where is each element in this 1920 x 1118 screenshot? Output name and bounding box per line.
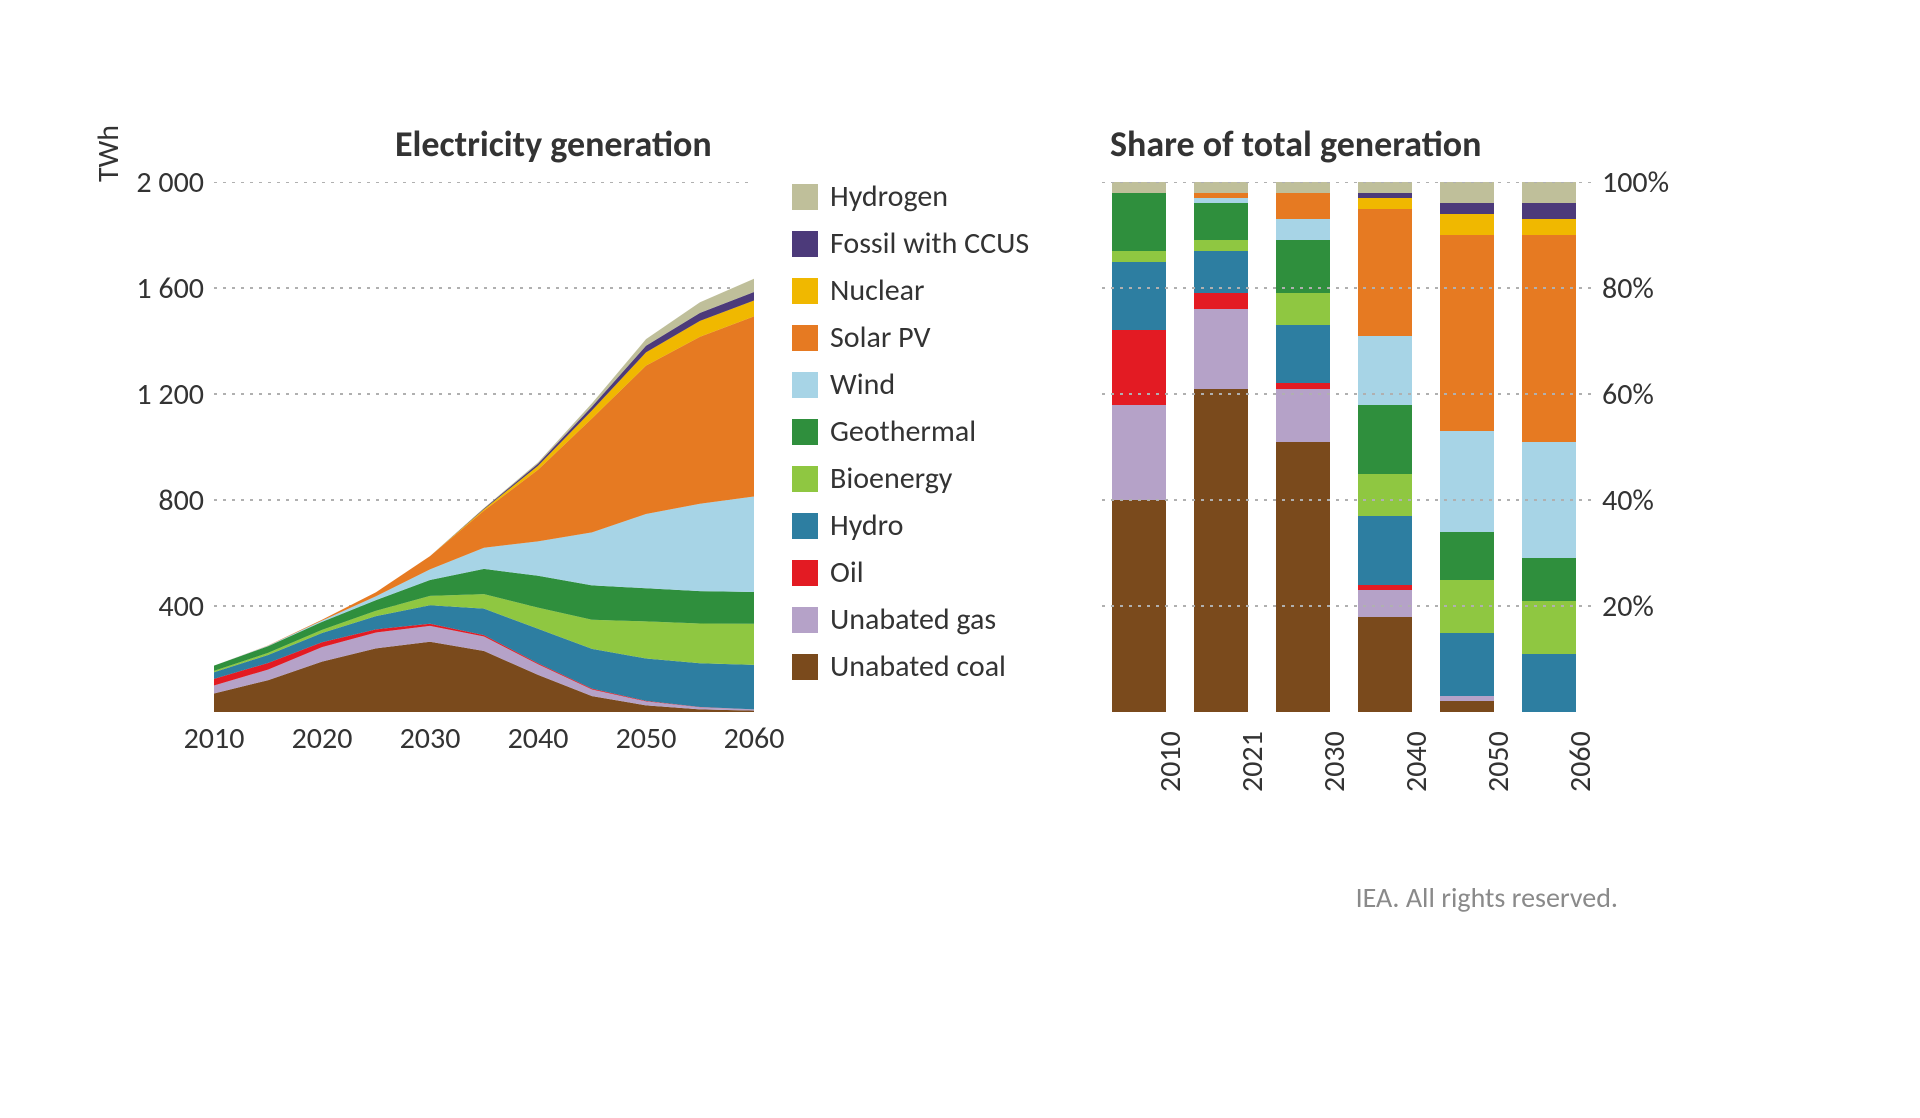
legend-label: Hydro bbox=[830, 507, 903, 544]
bar-x-label: 2010 bbox=[1152, 731, 1189, 792]
bar-x-label: 2050 bbox=[1480, 731, 1517, 792]
figure-canvas: Electricity generation TWh 4008001 2001 … bbox=[0, 0, 1920, 1118]
legend-label: Fossil with CCUS bbox=[830, 225, 1029, 262]
legend-item-solar_pv: Solar PV bbox=[792, 319, 1029, 356]
legend-item-unabated_gas: Unabated gas bbox=[792, 601, 1029, 638]
area-x-tick: 2030 bbox=[390, 720, 470, 757]
legend-item-bioenergy: Bioenergy bbox=[792, 460, 1029, 497]
area-y-tick: 1 200 bbox=[114, 376, 204, 413]
legend-swatch bbox=[792, 419, 818, 445]
legend-item-geothermal: Geothermal bbox=[792, 413, 1029, 450]
bar-chart-title: Share of total generation bbox=[1110, 122, 1481, 166]
legend-swatch bbox=[792, 513, 818, 539]
bar-x-label: 2060 bbox=[1562, 731, 1599, 792]
legend-item-nuclear: Nuclear bbox=[792, 272, 1029, 309]
legend-swatch bbox=[792, 372, 818, 398]
legend-item-unabated_coal: Unabated coal bbox=[792, 648, 1029, 685]
legend-item-wind: Wind bbox=[792, 366, 1029, 403]
area-y-tick: 1 600 bbox=[114, 270, 204, 307]
legend-label: Unabated gas bbox=[830, 601, 996, 638]
area-chart bbox=[214, 182, 754, 712]
legend-swatch bbox=[792, 654, 818, 680]
legend-label: Wind bbox=[830, 366, 895, 403]
legend-label: Unabated coal bbox=[830, 648, 1006, 685]
legend-item-fossil_ccus: Fossil with CCUS bbox=[792, 225, 1029, 262]
bar-y-tick: 40% bbox=[1602, 482, 1692, 519]
area-x-tick: 2010 bbox=[174, 720, 254, 757]
area-x-tick: 2040 bbox=[498, 720, 578, 757]
area-y-tick: 2 000 bbox=[114, 164, 204, 201]
bar-y-tick: 20% bbox=[1602, 588, 1692, 625]
area-y-tick: 800 bbox=[114, 482, 204, 519]
legend-swatch bbox=[792, 184, 818, 210]
bar-y-tick: 100% bbox=[1602, 164, 1692, 201]
legend-swatch bbox=[792, 607, 818, 633]
bar-x-label: 2030 bbox=[1316, 731, 1353, 792]
bar-y-tick: 80% bbox=[1602, 270, 1692, 307]
legend-label: Oil bbox=[830, 554, 864, 591]
bar-y-tick: 60% bbox=[1602, 376, 1692, 413]
copyright-note: IEA. All rights reserved. bbox=[1356, 880, 1618, 915]
bar-x-label: 2021 bbox=[1234, 731, 1271, 792]
bar-chart-grid bbox=[1102, 182, 1596, 712]
legend-label: Hydrogen bbox=[830, 178, 948, 215]
legend-swatch bbox=[792, 466, 818, 492]
legend-label: Bioenergy bbox=[830, 460, 952, 497]
area-x-tick: 2050 bbox=[606, 720, 686, 757]
area-x-tick: 2060 bbox=[714, 720, 794, 757]
area-x-tick: 2020 bbox=[282, 720, 362, 757]
legend-label: Geothermal bbox=[830, 413, 976, 450]
legend-swatch bbox=[792, 231, 818, 257]
legend-label: Nuclear bbox=[830, 272, 924, 309]
legend-label: Solar PV bbox=[830, 319, 930, 356]
legend: Hydrogen Fossil with CCUS Nuclear Solar PV W… bbox=[792, 178, 1029, 695]
bar-x-label: 2040 bbox=[1398, 731, 1435, 792]
legend-item-oil: Oil bbox=[792, 554, 1029, 591]
legend-swatch bbox=[792, 278, 818, 304]
legend-item-hydro: Hydro bbox=[792, 507, 1029, 544]
area-chart-title: Electricity generation bbox=[395, 122, 712, 166]
legend-swatch bbox=[792, 325, 818, 351]
area-y-tick: 400 bbox=[114, 588, 204, 625]
legend-item-hydrogen: Hydrogen bbox=[792, 178, 1029, 215]
legend-swatch bbox=[792, 560, 818, 586]
